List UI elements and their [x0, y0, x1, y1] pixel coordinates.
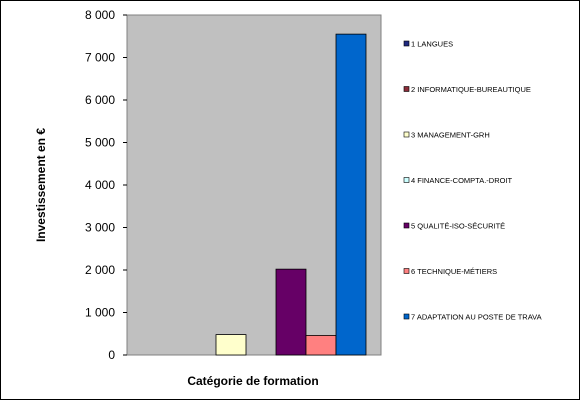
legend-swatch-4: [403, 177, 410, 183]
y-tick-label: 3 000: [85, 221, 115, 235]
legend-swatch-2: [403, 86, 410, 92]
y-tick-label: 2 000: [85, 263, 115, 277]
y-tick-label: 5 000: [85, 136, 115, 150]
bar-series-6: [305, 335, 337, 356]
legend-swatch-5: [403, 222, 410, 229]
legend-label-1: 1 LANGUES: [411, 40, 453, 49]
y-axis-ticks: 0 1 000 2 000 3 000 4 000 5 000 6 000 7 000 8 00…: [85, 8, 127, 362]
legend-swatch-6: [403, 268, 410, 274]
y-tick-label: 1 000: [85, 306, 115, 320]
y-tick-label: 4 000: [85, 178, 115, 192]
x-axis-label: Catégorie de formation: [187, 374, 318, 388]
legend-swatch-3: [403, 131, 410, 138]
legend-label-2: 2 INFORMATIQUE-BUREAUTIQUE: [411, 85, 531, 94]
legend: 1 LANGUES 2 INFORMATIQUE-BUREAUTIQUE 3 MAN…: [403, 40, 542, 322]
bar-series-5: [275, 268, 307, 356]
legend-label-5: 5 QUALITÉ-ISO-SÉCURITÉ: [411, 222, 505, 231]
y-tick-label: 8 000: [85, 8, 115, 22]
legend-label-6: 6 TECHNIQUE-MÉTIERS: [411, 267, 497, 276]
legend-label-7: 7 ADAPTATION AU POSTE DE TRAVA: [411, 313, 542, 322]
legend-swatch-1: [403, 40, 410, 47]
y-tick-label: 7 000: [85, 51, 115, 65]
bars: [215, 33, 367, 356]
legend-label-4: 4 FINANCE-COMPTA.-DROIT: [411, 176, 513, 185]
bar-series-3: [215, 334, 247, 356]
legend-label-3: 3 MANAGEMENT-GRH: [411, 131, 490, 140]
legend-swatch-7: [403, 313, 410, 320]
bar-series-7: [335, 33, 367, 356]
y-tick-label: 6 000: [85, 93, 115, 107]
y-axis-label: Investissement en €: [34, 128, 48, 242]
y-tick-label: 0: [108, 348, 115, 362]
